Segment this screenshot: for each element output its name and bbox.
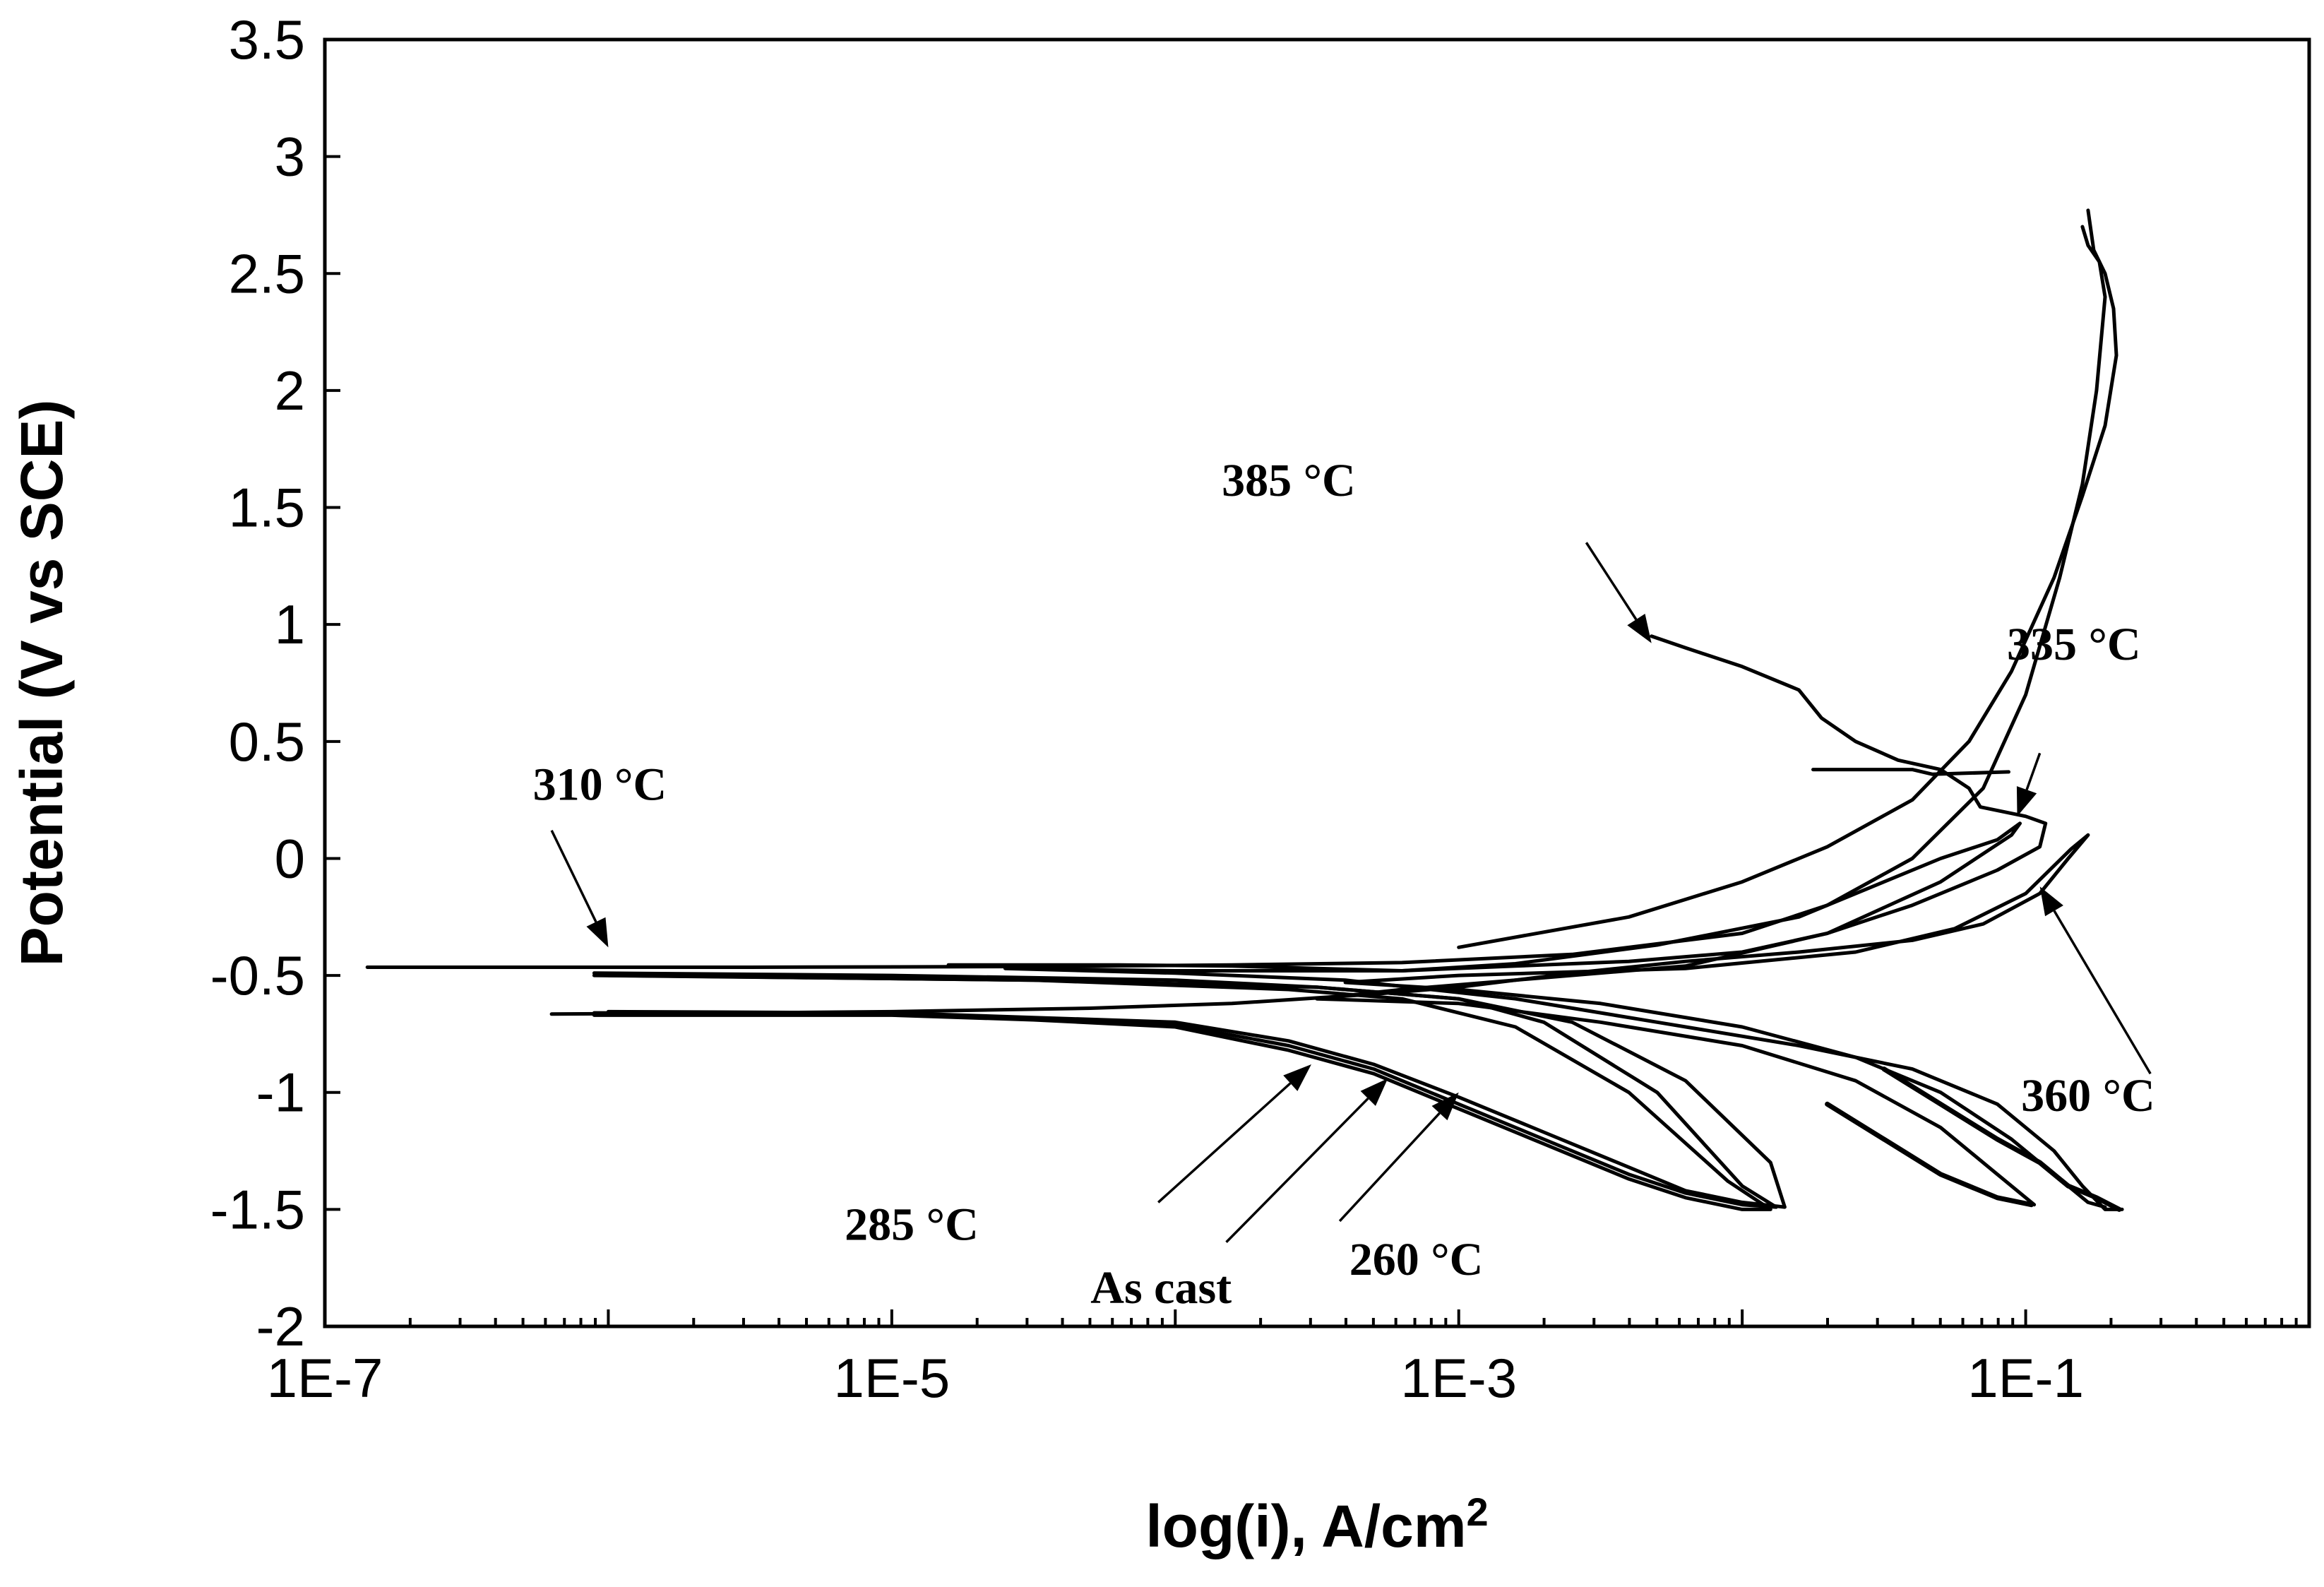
curve-annotations: 385 °C 335 °C 310 °C 360 °C 285 °C As cast 260… [533, 455, 2155, 1314]
x-tick-label: 1E-5 [833, 1347, 950, 1409]
annotation-arrow-head [1283, 1064, 1311, 1091]
annotation-arrow-line [1338, 1112, 1441, 1223]
annotation-label: 360 °C [2021, 1070, 2155, 1122]
series-line-285-c [592, 973, 1772, 1211]
series-line-385-c-plateau [1811, 768, 2010, 776]
y-tick-label: 0.5 [229, 711, 305, 773]
series-line-385-c-cathodic-noise [1881, 1066, 2122, 1212]
x-axis-title-superscript: 2 [1467, 1490, 1489, 1534]
x-tick-label: 1E-1 [1967, 1347, 2084, 1409]
annotation-label: 260 °C [1349, 1234, 1484, 1285]
series-line-as-cast [592, 971, 1778, 1209]
series-curves [365, 208, 2124, 1212]
x-tick-label: 1E-3 [1400, 1347, 1517, 1409]
series-line-310-c-passive [1457, 208, 2119, 949]
annotation-arrow-head [1360, 1078, 1388, 1106]
y-tick-labels: 3.5 3 2.5 2 1.5 1 0.5 0 -0.5 -1 -1.5 -2 [210, 8, 305, 1357]
y-tick-label: -1 [256, 1062, 305, 1124]
y-tick-label: 2 [275, 359, 305, 422]
x-axis-title-text: log(i), A/cm [1145, 1493, 1466, 1559]
x-axis-title: log(i), A/cm2 [1145, 1490, 1488, 1559]
annotation-arrow-line [1585, 542, 1638, 621]
annotation-arrow-head [586, 917, 609, 948]
annotation-arrow-head [2039, 886, 2063, 917]
x-tick-label: 1E-7 [267, 1347, 383, 1409]
series-line-360-c [549, 833, 2107, 1209]
annotation-label: 385 °C [1222, 455, 1356, 506]
annotation-label: As cast [1090, 1262, 1232, 1314]
x-tick-labels: 1E-7 1E-5 1E-3 1E-1 [267, 1347, 2084, 1409]
annotation-arrow-head [2016, 786, 2037, 816]
y-tick-label: -1.5 [210, 1178, 305, 1240]
annotation-arrow-head [1431, 1092, 1459, 1121]
y-tick-label: -2 [256, 1295, 305, 1357]
series-line-260-c [606, 973, 1787, 1209]
y-tick-label: 3 [275, 126, 305, 188]
series-line-385-c [1003, 634, 2124, 1211]
axis-ticks [323, 38, 2311, 1328]
y-tick-label: 1.5 [229, 477, 305, 539]
annotation-label: 285 °C [845, 1199, 979, 1250]
annotation-label: 310 °C [533, 759, 667, 811]
annotation-arrow-line [2025, 752, 2042, 790]
y-axis-title: Potential (V vs SCE) [8, 400, 75, 967]
series-line-335-c-cathodic-noise [1825, 1101, 2034, 1208]
y-tick-label: 3.5 [229, 8, 305, 71]
y-tick-label: 0 [275, 827, 305, 889]
annotation-arrow-line [550, 829, 597, 923]
annotation-arrow-line [2053, 910, 2152, 1075]
y-tick-label: 1 [275, 593, 305, 655]
annotation-arrow-line [1157, 1082, 1292, 1203]
y-tick-label: -0.5 [210, 944, 305, 1006]
y-tick-label: 2.5 [229, 242, 305, 304]
series-line-310-c [365, 225, 2107, 969]
annotation-arrow-line [1225, 1098, 1369, 1243]
annotation-label: 335 °C [2007, 619, 2141, 670]
plot-frame [323, 37, 2311, 1329]
annotation-arrow-head [1627, 613, 1652, 643]
